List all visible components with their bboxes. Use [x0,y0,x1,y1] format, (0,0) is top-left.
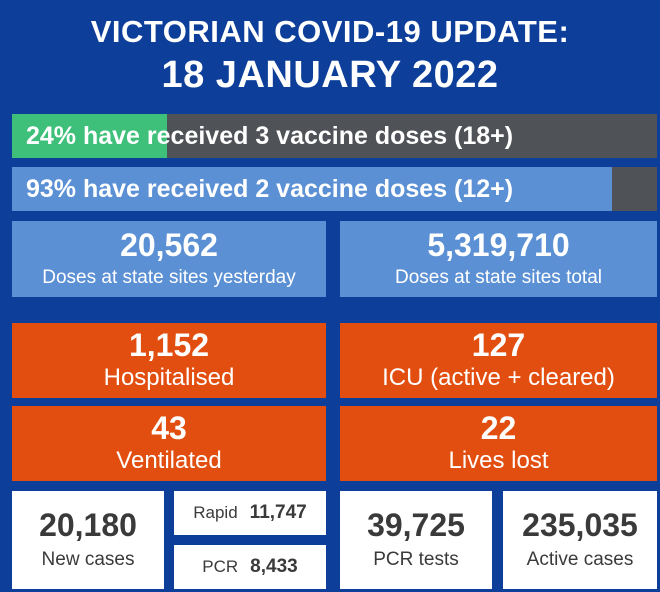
lives-lost-label: Lives lost [448,447,549,475]
pcr-value: 8,433 [250,556,298,577]
three-dose-progress-bar: 24% have received 3 vaccine doses (18+) [12,114,657,158]
doses-total-label: Doses at state sites total [395,266,602,288]
active-cases-label: Active cases [526,548,634,570]
active-cases-box: 235,035 Active cases [503,491,657,589]
ventilated-value: 43 [151,409,187,446]
three-dose-fill [12,114,167,158]
pcr-label: PCR [202,557,239,576]
doses-total-value: 5,319,710 [427,227,570,264]
rapid-value: 11,747 [249,502,307,523]
doses-total-box: 5,319,710 Doses at state sites total [340,221,657,297]
doses-yesterday-value: 20,562 [120,227,218,264]
new-cases-box: 20,180 New cases [12,491,164,589]
two-dose-fill [12,167,612,211]
new-cases-label: New cases [41,548,135,570]
pcr-box: PCR 8,433 [174,545,326,589]
doses-yesterday-box: 20,562 Doses at state sites yesterday [12,221,326,297]
active-cases-value: 235,035 [522,507,638,544]
title-line-1: VICTORIAN COVID-19 UPDATE: [90,14,570,49]
two-dose-text: 93% have received 2 vaccine doses (12+) [26,174,514,203]
ventilated-box: 43 Ventilated [12,406,326,481]
hospitalised-box: 1,152 Hospitalised [12,323,326,398]
lives-lost-box: 22 Lives lost [340,406,657,481]
lives-lost-value: 22 [480,409,517,446]
title-date: 18 JANUARY 2022 [161,54,499,96]
rapid-box: Rapid 11,747 [174,491,326,535]
doses-yesterday-label: Doses at state sites yesterday [42,266,296,288]
hospitalised-label: Hospitalised [103,364,235,392]
three-dose-text: 24% have received 3 vaccine doses (18+) [26,121,514,150]
icu-box: 127 ICU (active + cleared) [340,323,657,398]
two-dose-progress-bar: 93% have received 2 vaccine doses (12+) [12,167,657,211]
pcr-tests-label: PCR tests [373,548,459,570]
rapid-label: Rapid [193,503,238,522]
pcr-tests-value: 39,725 [367,507,465,544]
ventilated-label: Ventilated [116,447,222,475]
new-cases-value: 20,180 [39,507,137,544]
icu-value: 127 [471,326,526,363]
icu-label: ICU (active + cleared) [382,364,615,392]
pcr-tests-box: 39,725 PCR tests [340,491,492,589]
hospitalised-value: 1,152 [128,326,210,363]
